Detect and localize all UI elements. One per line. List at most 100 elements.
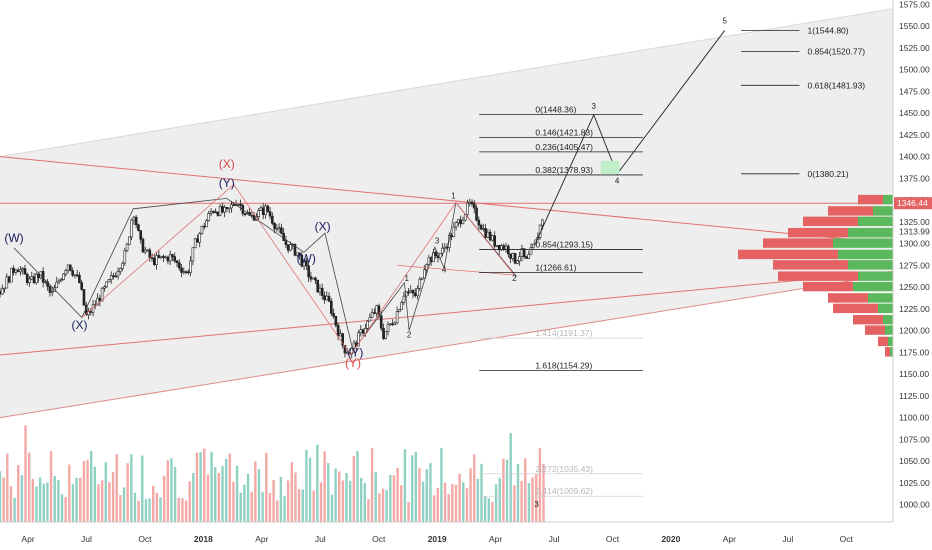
x-tick-label: Apr bbox=[723, 534, 736, 544]
candle-body bbox=[214, 211, 217, 214]
volume-bar bbox=[75, 477, 78, 522]
volume-bar bbox=[429, 463, 432, 522]
candle-body bbox=[62, 273, 65, 280]
volume-bar bbox=[462, 482, 465, 522]
volume-bar bbox=[312, 490, 315, 522]
candle-body bbox=[434, 251, 437, 257]
y-tick-label: 1425.00 bbox=[899, 130, 930, 140]
candle-body bbox=[105, 281, 108, 288]
candle-body bbox=[275, 227, 279, 230]
volume-bar bbox=[173, 466, 177, 522]
extension-level-label: 0.618(1481.93) bbox=[807, 80, 865, 90]
volume-bar bbox=[126, 463, 129, 522]
candle-body bbox=[389, 323, 392, 326]
wave-structure-line bbox=[13, 197, 517, 352]
candle-body bbox=[384, 331, 388, 339]
volume-bar bbox=[243, 484, 246, 522]
volume-bar bbox=[111, 472, 115, 522]
candle-body bbox=[277, 227, 281, 230]
wave-label: 4 bbox=[442, 265, 447, 274]
candle-body bbox=[182, 271, 186, 273]
candle-body bbox=[332, 313, 335, 317]
candle-body bbox=[223, 207, 226, 213]
candle-body bbox=[314, 277, 317, 281]
candle-body bbox=[189, 260, 192, 273]
candle-body bbox=[393, 322, 397, 325]
wave-label: (X) bbox=[315, 220, 331, 234]
volume-bar bbox=[71, 484, 75, 522]
volume-bar bbox=[334, 468, 337, 522]
volume-bar bbox=[498, 477, 501, 522]
candle-body bbox=[386, 324, 390, 332]
candle-body bbox=[425, 264, 428, 271]
profile-up-bar bbox=[858, 216, 893, 227]
candle-body bbox=[207, 213, 211, 221]
volume-bar bbox=[502, 458, 505, 522]
profile-down-bar bbox=[853, 314, 883, 325]
candle-body bbox=[518, 256, 521, 262]
candle-body bbox=[375, 305, 378, 314]
candle-body bbox=[59, 279, 63, 282]
volume-bar bbox=[348, 480, 352, 522]
volume-bar bbox=[188, 481, 191, 522]
volume-bar bbox=[115, 454, 118, 522]
candle-body bbox=[134, 216, 138, 226]
volume-bar bbox=[436, 487, 439, 522]
candle-body bbox=[454, 222, 458, 228]
volume-bar bbox=[400, 485, 403, 522]
volume-bar bbox=[286, 480, 290, 522]
candle-body bbox=[486, 231, 490, 238]
volume-bar bbox=[159, 497, 162, 522]
candle-body bbox=[123, 250, 127, 264]
wave-label: 3 bbox=[534, 500, 539, 509]
profile-up-bar bbox=[878, 303, 893, 314]
volume-bar bbox=[389, 474, 392, 522]
volume-bar bbox=[27, 452, 31, 522]
candle-body bbox=[37, 273, 40, 279]
candle-body bbox=[409, 290, 413, 293]
candle-body bbox=[368, 316, 372, 322]
candle-body bbox=[316, 279, 319, 293]
candle-body bbox=[48, 286, 52, 293]
candle-body bbox=[139, 230, 142, 240]
candle-body bbox=[443, 246, 447, 249]
volume-bar bbox=[524, 458, 527, 522]
candle-body bbox=[16, 269, 20, 273]
candle-body bbox=[198, 233, 201, 243]
candle-body bbox=[418, 278, 422, 289]
candle-body bbox=[221, 205, 224, 213]
fib-level-label: 0.854(1293.15) bbox=[535, 240, 593, 250]
volume-bar bbox=[494, 484, 498, 522]
volume-bar bbox=[60, 494, 64, 522]
y-tick-label: 1550.00 bbox=[899, 21, 930, 31]
extension-level-label: 0.854(1520.77) bbox=[807, 47, 865, 57]
volume-bar bbox=[480, 463, 483, 522]
candle-body bbox=[243, 213, 247, 215]
volume-bar bbox=[323, 451, 326, 522]
profile-down-bar bbox=[885, 347, 890, 357]
projection-path bbox=[534, 30, 726, 244]
profile-up-bar bbox=[888, 336, 893, 347]
volume-bar bbox=[170, 458, 173, 522]
candle-body bbox=[153, 257, 156, 265]
profile-down-bar bbox=[773, 260, 848, 270]
profile-up-bar bbox=[848, 227, 893, 238]
candle-body bbox=[493, 235, 496, 247]
volume-bar bbox=[305, 449, 308, 522]
candle-body bbox=[286, 244, 290, 251]
candle-body bbox=[168, 254, 172, 262]
volume-bar bbox=[184, 500, 188, 522]
candle-body bbox=[497, 244, 501, 251]
x-tick-label: Oct bbox=[840, 534, 854, 544]
volume-bar bbox=[122, 487, 126, 522]
volume-bar bbox=[316, 444, 319, 522]
volume-bar bbox=[345, 472, 348, 522]
volume-bar bbox=[407, 501, 410, 522]
candle-body bbox=[382, 328, 385, 339]
profile-down-bar bbox=[778, 271, 858, 281]
candle-body bbox=[175, 260, 179, 264]
volume-bar bbox=[210, 451, 213, 522]
volume-bar bbox=[35, 486, 38, 522]
